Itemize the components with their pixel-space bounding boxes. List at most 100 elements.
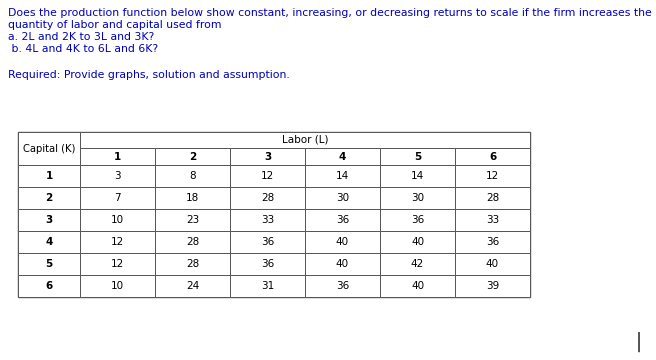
Text: a. 2L and 2K to 3L and 3K?: a. 2L and 2K to 3L and 3K? bbox=[8, 32, 154, 42]
Bar bbox=[455, 148, 530, 165]
Text: 36: 36 bbox=[261, 259, 274, 269]
Text: 33: 33 bbox=[486, 215, 499, 225]
Bar bbox=[18, 209, 80, 231]
Bar bbox=[80, 275, 155, 297]
Bar bbox=[18, 275, 80, 297]
Text: 3: 3 bbox=[45, 215, 52, 225]
Text: 33: 33 bbox=[261, 215, 274, 225]
Text: 2: 2 bbox=[189, 152, 196, 162]
Bar bbox=[455, 231, 530, 253]
Text: quantity of labor and capital used from: quantity of labor and capital used from bbox=[8, 20, 222, 30]
Text: 42: 42 bbox=[411, 259, 424, 269]
Text: 31: 31 bbox=[261, 281, 274, 291]
Bar bbox=[305, 165, 380, 187]
Bar bbox=[455, 187, 530, 209]
Text: 23: 23 bbox=[186, 215, 199, 225]
Bar bbox=[305, 253, 380, 275]
Bar bbox=[155, 187, 230, 209]
Bar bbox=[305, 187, 380, 209]
Bar bbox=[380, 231, 455, 253]
Text: 8: 8 bbox=[189, 171, 195, 181]
Bar bbox=[380, 253, 455, 275]
Bar bbox=[80, 132, 530, 148]
Text: │: │ bbox=[634, 332, 644, 352]
Text: 39: 39 bbox=[486, 281, 499, 291]
Text: 10: 10 bbox=[111, 215, 124, 225]
Bar bbox=[230, 165, 305, 187]
Text: 12: 12 bbox=[261, 171, 274, 181]
Text: 40: 40 bbox=[411, 281, 424, 291]
Bar bbox=[230, 275, 305, 297]
Bar bbox=[155, 165, 230, 187]
Text: 28: 28 bbox=[186, 259, 199, 269]
Text: 40: 40 bbox=[336, 259, 349, 269]
Text: 24: 24 bbox=[186, 281, 199, 291]
Text: 36: 36 bbox=[336, 281, 349, 291]
Bar bbox=[80, 253, 155, 275]
Text: 14: 14 bbox=[411, 171, 424, 181]
Text: 30: 30 bbox=[336, 193, 349, 203]
Text: 28: 28 bbox=[186, 237, 199, 247]
Text: 28: 28 bbox=[261, 193, 274, 203]
Text: 2: 2 bbox=[45, 193, 52, 203]
Bar bbox=[230, 148, 305, 165]
Text: 5: 5 bbox=[45, 259, 52, 269]
Text: 12: 12 bbox=[486, 171, 499, 181]
Text: 40: 40 bbox=[336, 237, 349, 247]
Bar bbox=[305, 148, 380, 165]
Text: 3: 3 bbox=[264, 152, 271, 162]
Text: 36: 36 bbox=[486, 237, 499, 247]
Text: 3: 3 bbox=[114, 171, 121, 181]
Text: 4: 4 bbox=[45, 237, 52, 247]
Bar bbox=[155, 148, 230, 165]
Text: Required: Provide graphs, solution and assumption.: Required: Provide graphs, solution and a… bbox=[8, 70, 290, 80]
Bar bbox=[230, 253, 305, 275]
Text: 12: 12 bbox=[111, 237, 124, 247]
Bar bbox=[455, 253, 530, 275]
Text: 36: 36 bbox=[336, 215, 349, 225]
Text: 5: 5 bbox=[414, 152, 421, 162]
Bar bbox=[305, 275, 380, 297]
Bar bbox=[80, 231, 155, 253]
Bar bbox=[18, 231, 80, 253]
Text: 6: 6 bbox=[489, 152, 496, 162]
Bar bbox=[80, 148, 155, 165]
Text: 1: 1 bbox=[114, 152, 121, 162]
Bar bbox=[18, 165, 80, 187]
Bar bbox=[380, 275, 455, 297]
Text: 28: 28 bbox=[486, 193, 499, 203]
Bar bbox=[455, 275, 530, 297]
Text: 14: 14 bbox=[336, 171, 349, 181]
Text: 36: 36 bbox=[411, 215, 424, 225]
Bar bbox=[18, 253, 80, 275]
Bar bbox=[80, 165, 155, 187]
Text: 12: 12 bbox=[111, 259, 124, 269]
Bar bbox=[155, 231, 230, 253]
Text: Labor (L): Labor (L) bbox=[281, 135, 328, 145]
Bar bbox=[305, 209, 380, 231]
Bar bbox=[80, 209, 155, 231]
Bar bbox=[380, 148, 455, 165]
Bar bbox=[380, 187, 455, 209]
Text: 1: 1 bbox=[45, 171, 52, 181]
Text: 7: 7 bbox=[114, 193, 121, 203]
Bar bbox=[305, 231, 380, 253]
Text: Does the production function below show constant, increasing, or decreasing retu: Does the production function below show … bbox=[8, 8, 652, 18]
Bar bbox=[18, 132, 530, 297]
Bar bbox=[230, 231, 305, 253]
Bar bbox=[455, 209, 530, 231]
Text: 30: 30 bbox=[411, 193, 424, 203]
Text: 6: 6 bbox=[45, 281, 52, 291]
Text: 40: 40 bbox=[411, 237, 424, 247]
Bar bbox=[380, 165, 455, 187]
Text: 10: 10 bbox=[111, 281, 124, 291]
Bar bbox=[155, 253, 230, 275]
Bar bbox=[455, 165, 530, 187]
Text: 36: 36 bbox=[261, 237, 274, 247]
Text: 4: 4 bbox=[338, 152, 346, 162]
Bar bbox=[155, 275, 230, 297]
Bar bbox=[18, 132, 80, 165]
Bar bbox=[155, 209, 230, 231]
Bar bbox=[230, 209, 305, 231]
Bar bbox=[18, 187, 80, 209]
